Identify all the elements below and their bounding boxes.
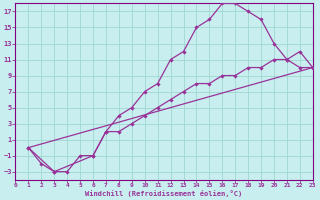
X-axis label: Windchill (Refroidissement éolien,°C): Windchill (Refroidissement éolien,°C) [85,190,243,197]
